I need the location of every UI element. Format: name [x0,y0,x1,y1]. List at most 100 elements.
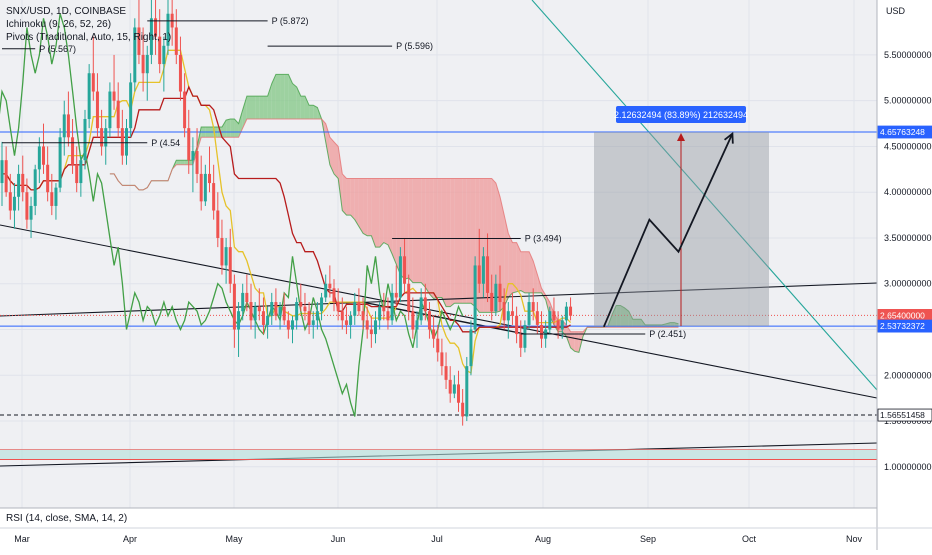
candle-body[interactable] [448,379,452,394]
candle-body[interactable] [66,114,70,138]
candle-body[interactable] [311,320,315,325]
candle-body[interactable] [369,329,373,335]
candle-body[interactable] [469,329,473,367]
candle-body[interactable] [390,292,394,321]
candle-body[interactable] [452,384,456,394]
symbol-title[interactable]: SNX/USD, 1D, COINBASE [6,6,126,17]
candle-body[interactable] [282,306,286,321]
candle-body[interactable] [91,73,95,92]
candle-body[interactable] [498,283,502,303]
candle-body[interactable] [411,311,415,330]
candle-body[interactable] [324,283,328,298]
candle-body[interactable] [465,366,469,417]
candle-body[interactable] [552,311,556,321]
candle-body[interactable] [116,100,120,129]
candle-body[interactable] [394,292,398,298]
candle-body[interactable] [137,27,141,55]
candle-body[interactable] [461,402,465,417]
candle-body[interactable] [515,315,519,335]
candle-body[interactable] [531,302,535,312]
candle-body[interactable] [199,173,203,202]
candle-body[interactable] [162,45,166,65]
candle-body[interactable] [33,169,37,206]
candle-body[interactable] [25,192,29,220]
candle-body[interactable] [336,302,340,312]
candle-body[interactable] [365,320,369,330]
candle-body[interactable] [291,320,294,330]
candle-body[interactable] [407,283,411,312]
candle-body[interactable] [149,18,153,55]
candle-body[interactable] [208,173,211,184]
candle-body[interactable] [71,137,75,165]
candle-body[interactable] [481,256,485,284]
candle-body[interactable] [286,320,290,330]
candle-body[interactable] [564,306,568,321]
candle-body[interactable] [457,384,460,403]
candle-body[interactable] [37,146,41,170]
candle-body[interactable] [108,91,112,129]
candle-body[interactable] [477,265,481,284]
candle-body[interactable] [423,297,427,312]
candle-body[interactable] [228,247,232,284]
candle-body[interactable] [83,118,87,161]
candle-body[interactable] [535,311,539,325]
candle-body[interactable] [548,311,552,330]
candle-body[interactable] [374,320,377,335]
candle-body[interactable] [419,297,423,321]
candle-body[interactable] [12,196,16,211]
candle-body[interactable] [75,164,79,184]
candle-body[interactable] [473,265,477,330]
candle-body[interactable] [328,283,332,289]
candle-body[interactable] [220,237,224,266]
candle-body[interactable] [187,128,191,161]
candle-body[interactable] [257,306,261,312]
candle-body[interactable] [295,302,299,321]
candle-body[interactable] [245,292,249,303]
candle-body[interactable] [274,302,278,316]
candle-body[interactable] [158,36,162,65]
candle-body[interactable] [42,146,45,165]
candle-body[interactable] [556,320,560,330]
candle-body[interactable] [166,13,170,46]
candle-body[interactable] [502,302,506,321]
candle-body[interactable] [344,320,348,325]
candles[interactable] [0,0,573,426]
candle-body[interactable] [398,256,402,298]
candle-body[interactable] [95,91,99,129]
candle-body[interactable] [50,192,54,206]
candle-body[interactable] [332,288,336,303]
candle-body[interactable] [195,151,199,174]
candle-body[interactable] [270,302,274,316]
candle-body[interactable] [253,306,257,321]
candle-body[interactable] [540,324,543,339]
candle-body[interactable] [178,54,182,92]
candle-body[interactable] [125,128,128,156]
candle-body[interactable] [299,302,303,307]
candle-body[interactable] [29,205,33,220]
candle-body[interactable] [100,128,104,147]
candle-body[interactable] [486,256,490,293]
candle-body[interactable] [569,306,573,316]
candle-body[interactable] [129,82,133,129]
candle-body[interactable] [87,73,91,119]
candle-body[interactable] [141,54,145,74]
candle-body[interactable] [527,302,531,325]
candle-body[interactable] [415,320,419,330]
candle-body[interactable] [54,187,58,206]
candle-body[interactable] [4,160,8,193]
candle-body[interactable] [79,160,83,184]
candle-body[interactable] [382,306,386,312]
candle-body[interactable] [427,311,431,330]
candle-body[interactable] [183,91,187,129]
candle-body[interactable] [361,311,365,321]
candle-body[interactable] [112,91,116,101]
candle-body[interactable] [191,151,195,161]
candle-body[interactable] [249,302,253,321]
time-axis[interactable]: Mar Apr May Jun Jul Aug Sep Oct Nov [14,534,862,544]
candle-body[interactable] [241,292,245,312]
candle-body[interactable] [8,192,12,211]
candle-body[interactable] [58,137,62,188]
candle-body[interactable] [378,306,382,321]
candle-body[interactable] [212,183,216,211]
candle-body[interactable] [349,315,353,325]
